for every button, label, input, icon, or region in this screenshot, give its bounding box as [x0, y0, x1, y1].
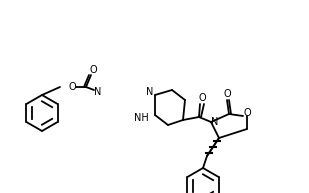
- Text: NH: NH: [134, 113, 149, 123]
- Text: N: N: [146, 87, 154, 97]
- Text: N: N: [211, 117, 219, 127]
- Text: O: O: [223, 89, 231, 99]
- Text: O: O: [198, 93, 206, 103]
- Text: O: O: [89, 65, 97, 75]
- Text: O: O: [68, 82, 76, 92]
- Text: N: N: [94, 87, 102, 97]
- Text: O: O: [243, 108, 251, 118]
